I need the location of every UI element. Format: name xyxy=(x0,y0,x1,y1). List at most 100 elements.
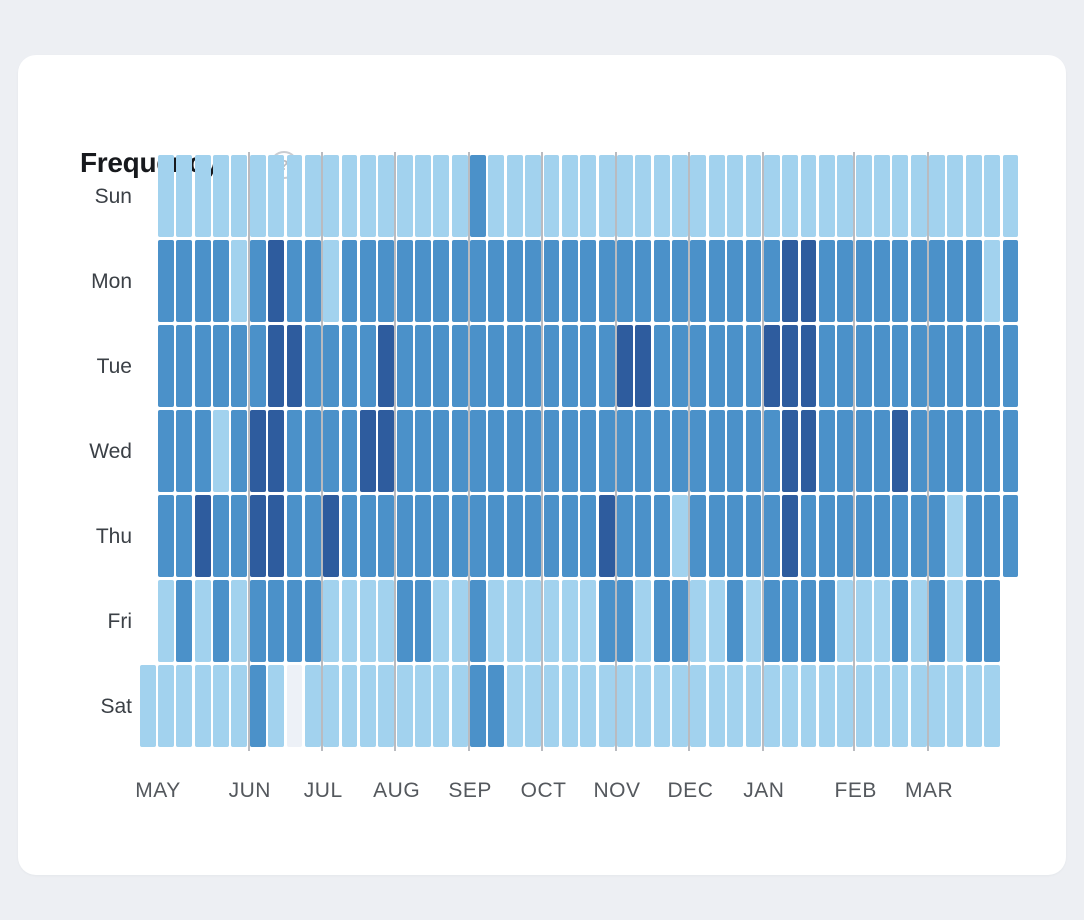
heatmap-cell[interactable] xyxy=(396,325,413,407)
heatmap-cell[interactable] xyxy=(892,410,909,492)
heatmap-cell[interactable] xyxy=(341,325,358,407)
heatmap-cell[interactable] xyxy=(598,580,615,662)
heatmap-cell[interactable] xyxy=(580,240,597,322)
heatmap-cell[interactable] xyxy=(158,155,174,237)
heatmap-cell[interactable] xyxy=(910,665,927,747)
heatmap-cell[interactable] xyxy=(763,155,780,237)
heatmap-cell[interactable] xyxy=(304,325,321,407)
heatmap-cell[interactable] xyxy=(176,325,193,407)
heatmap-cell[interactable] xyxy=(818,410,835,492)
heatmap-cell[interactable] xyxy=(286,240,303,322)
heatmap-cell[interactable] xyxy=(249,580,266,662)
heatmap-cell[interactable] xyxy=(194,665,211,747)
heatmap-cell[interactable] xyxy=(929,410,945,492)
heatmap-cell[interactable] xyxy=(158,410,174,492)
heatmap-cell[interactable] xyxy=(470,155,486,237)
heatmap-cell[interactable] xyxy=(268,410,285,492)
heatmap-cell[interactable] xyxy=(231,665,248,747)
heatmap-cell[interactable] xyxy=(213,410,229,492)
heatmap-cell[interactable] xyxy=(763,495,780,577)
heatmap-cell[interactable] xyxy=(451,155,468,237)
heatmap-cell[interactable] xyxy=(286,325,303,407)
heatmap-cell[interactable] xyxy=(690,240,707,322)
heatmap-cell[interactable] xyxy=(800,325,817,407)
heatmap-cell[interactable] xyxy=(378,240,395,322)
heatmap-cell[interactable] xyxy=(818,495,835,577)
heatmap-cell[interactable] xyxy=(580,495,597,577)
heatmap-cell[interactable] xyxy=(304,410,321,492)
heatmap-cell[interactable] xyxy=(745,410,762,492)
heatmap-cell[interactable] xyxy=(525,665,542,747)
heatmap-cell[interactable] xyxy=(506,665,523,747)
heatmap-cell[interactable] xyxy=(268,325,285,407)
heatmap-cell[interactable] xyxy=(323,410,340,492)
heatmap-cell[interactable] xyxy=(598,495,615,577)
heatmap-cell[interactable] xyxy=(947,495,964,577)
heatmap-cell[interactable] xyxy=(947,240,964,322)
heatmap-cell[interactable] xyxy=(415,240,431,322)
heatmap-cell[interactable] xyxy=(635,325,652,407)
heatmap-cell[interactable] xyxy=(488,495,505,577)
heatmap-cell[interactable] xyxy=(158,325,174,407)
heatmap-cell[interactable] xyxy=(268,240,285,322)
heatmap-cell[interactable] xyxy=(635,495,652,577)
heatmap-cell[interactable] xyxy=(580,580,597,662)
heatmap-cell[interactable] xyxy=(268,155,285,237)
heatmap-cell[interactable] xyxy=(617,325,633,407)
heatmap-cell[interactable] xyxy=(892,155,909,237)
heatmap-cell[interactable] xyxy=(176,495,193,577)
heatmap-cell[interactable] xyxy=(855,665,872,747)
heatmap-cell[interactable] xyxy=(158,240,174,322)
heatmap-cell[interactable] xyxy=(561,580,578,662)
heatmap-cell[interactable] xyxy=(341,240,358,322)
heatmap-cell[interactable] xyxy=(396,665,413,747)
heatmap-cell[interactable] xyxy=(690,580,707,662)
heatmap-cell[interactable] xyxy=(617,240,633,322)
heatmap-cell[interactable] xyxy=(653,155,670,237)
heatmap-cell[interactable] xyxy=(378,495,395,577)
heatmap-cell[interactable] xyxy=(451,495,468,577)
heatmap-cell[interactable] xyxy=(690,325,707,407)
heatmap-cell[interactable] xyxy=(672,580,688,662)
heatmap-cell[interactable] xyxy=(323,665,340,747)
heatmap-cell[interactable] xyxy=(635,155,652,237)
heatmap-cell[interactable] xyxy=(947,325,964,407)
heatmap-cell[interactable] xyxy=(672,495,688,577)
heatmap-cell[interactable] xyxy=(745,240,762,322)
heatmap-cell[interactable] xyxy=(451,580,468,662)
heatmap-cell[interactable] xyxy=(617,580,633,662)
heatmap-cell[interactable] xyxy=(910,155,927,237)
heatmap-cell[interactable] xyxy=(965,580,982,662)
heatmap-cell[interactable] xyxy=(158,495,174,577)
heatmap-cell[interactable] xyxy=(727,410,744,492)
heatmap-cell[interactable] xyxy=(561,495,578,577)
heatmap-cell[interactable] xyxy=(800,665,817,747)
heatmap-cell[interactable] xyxy=(470,495,486,577)
heatmap-cell[interactable] xyxy=(213,495,229,577)
heatmap-cell[interactable] xyxy=(1002,410,1019,492)
heatmap-cell[interactable] xyxy=(378,410,395,492)
heatmap-cell[interactable] xyxy=(415,665,431,747)
heatmap-cell[interactable] xyxy=(800,155,817,237)
heatmap-cell[interactable] xyxy=(1002,325,1019,407)
heatmap-cell[interactable] xyxy=(818,665,835,747)
heatmap-cell[interactable] xyxy=(635,665,652,747)
heatmap-cell[interactable] xyxy=(378,155,395,237)
heatmap-cell[interactable] xyxy=(488,410,505,492)
heatmap-cell[interactable] xyxy=(598,325,615,407)
heatmap-cell[interactable] xyxy=(506,240,523,322)
heatmap-cell[interactable] xyxy=(396,240,413,322)
heatmap-cell[interactable] xyxy=(304,240,321,322)
heatmap-cell[interactable] xyxy=(782,240,799,322)
heatmap-cell[interactable] xyxy=(213,580,229,662)
heatmap-cell[interactable] xyxy=(286,410,303,492)
heatmap-cell[interactable] xyxy=(837,580,854,662)
heatmap-cell[interactable] xyxy=(580,665,597,747)
heatmap-cell[interactable] xyxy=(359,580,376,662)
heatmap-cell[interactable] xyxy=(965,495,982,577)
heatmap-cell[interactable] xyxy=(929,240,945,322)
heatmap-cell[interactable] xyxy=(965,325,982,407)
heatmap-cell[interactable] xyxy=(415,410,431,492)
heatmap-cell[interactable] xyxy=(194,325,211,407)
heatmap-cell[interactable] xyxy=(837,240,854,322)
